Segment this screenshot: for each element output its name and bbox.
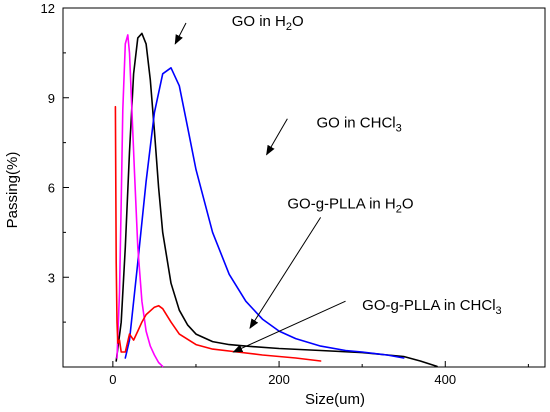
annotation-label: GO in H2O [232, 13, 304, 33]
y-tick-label: 12 [41, 1, 55, 16]
annotation-label: GO-g-PLLA in H2O [287, 195, 413, 215]
annotation-arrow [266, 118, 288, 156]
series-line-2 [124, 67, 405, 359]
y-tick-label: 9 [48, 91, 55, 106]
y-axis-title: Passing(%) [4, 152, 21, 229]
x-tick-label: 400 [434, 372, 456, 387]
annotation-label: GO in CHCl3 [316, 115, 401, 135]
x-tick-label: 200 [268, 372, 290, 387]
annotation-arrow [232, 300, 346, 353]
tick-marks [63, 7, 529, 367]
series-layer [114, 32, 438, 368]
annotation-label: GO-g-PLLA in CHCl3 [362, 297, 502, 317]
series-line-1 [115, 32, 438, 368]
y-tick-label: 6 [48, 181, 55, 196]
annotation-layer: GO in H2O GO in CHCl3 GO-g-PLLA in H2O GO-g… [174, 13, 502, 353]
x-axis-title: Size(um) [305, 391, 365, 408]
tick-labels: 0 200 400 3 6 9 12 [41, 1, 457, 387]
annotation-arrow [249, 217, 322, 329]
series-line-3 [116, 34, 164, 368]
series-line-4 [114, 105, 322, 362]
annotation-arrow [174, 22, 187, 45]
y-tick-label: 3 [48, 270, 55, 285]
x-tick-label: 0 [109, 372, 116, 387]
